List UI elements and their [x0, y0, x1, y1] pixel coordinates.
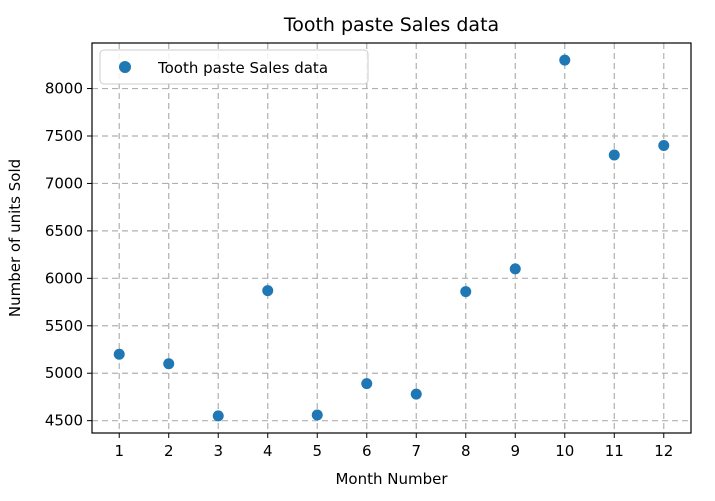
data-point	[262, 285, 274, 297]
y-tick-label: 8000	[45, 80, 83, 98]
x-tick-label: 2	[164, 442, 174, 460]
chart-title: Tooth paste Sales data	[283, 14, 499, 36]
data-point	[559, 54, 571, 66]
legend-marker	[119, 61, 131, 73]
plot-frame	[91, 42, 692, 434]
y-tick-label: 7000	[45, 174, 83, 192]
data-point	[410, 388, 422, 400]
legend-label: Tooth paste Sales data	[157, 59, 328, 77]
data-point	[113, 348, 125, 360]
x-tick-label: 3	[213, 442, 223, 460]
legend-box	[99, 49, 369, 85]
data-point	[509, 263, 521, 275]
data-point	[658, 139, 670, 151]
x-tick-label: 10	[555, 442, 574, 460]
x-axis-label: Month Number	[335, 470, 448, 488]
x-tick-label: 11	[605, 442, 624, 460]
x-tick-label: 6	[362, 442, 372, 460]
y-tick-label: 5500	[45, 317, 83, 335]
data-points	[113, 54, 670, 422]
y-tick-label: 5000	[45, 364, 83, 382]
y-tick-label: 7500	[45, 127, 83, 145]
data-point	[361, 378, 373, 390]
data-point	[163, 358, 175, 370]
data-point	[311, 409, 323, 421]
x-tick-label: 5	[312, 442, 322, 460]
legend: Tooth paste Sales data	[99, 49, 369, 85]
x-tick-label: 7	[411, 442, 421, 460]
y-axis-ticks: 4500 5000 5500 6000 6500 7000 7500 8000	[45, 80, 92, 430]
x-tick-label: 1	[114, 442, 124, 460]
data-point	[608, 149, 620, 161]
x-axis-ticks: 1 2 3 4 5 6 7 8 9 10 11 12	[114, 433, 673, 460]
data-point	[212, 410, 224, 422]
data-point	[460, 286, 472, 298]
x-tick-label: 8	[461, 442, 471, 460]
y-tick-label: 6500	[45, 222, 83, 240]
x-tick-label: 9	[510, 442, 520, 460]
y-axis-label: Number of units Sold	[6, 159, 24, 317]
x-tick-label: 4	[263, 442, 273, 460]
grid-lines	[92, 43, 691, 433]
y-tick-label: 4500	[45, 412, 83, 430]
x-tick-label: 12	[654, 442, 673, 460]
y-tick-label: 6000	[45, 269, 83, 287]
